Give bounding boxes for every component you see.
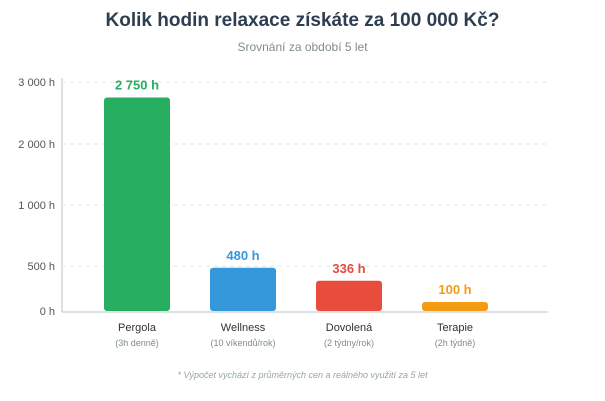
bar-wellness — [210, 267, 276, 311]
bar-value-label: 2 750 h — [115, 78, 159, 93]
x-category-label: Terapie — [437, 322, 473, 334]
x-category-label: Pergola — [118, 322, 157, 334]
x-category-label: Dovolená — [326, 322, 373, 334]
footnote: * Výpočet vychází z průměrných cen a reá… — [177, 370, 428, 380]
bar-pergola — [104, 97, 170, 311]
x-category-label: Wellness — [221, 322, 266, 334]
bar-dovolená — [316, 280, 382, 311]
chart-subtitle: Srovnání za období 5 let — [237, 40, 368, 54]
x-category-sublabel: (3h denně) — [115, 338, 159, 348]
y-tick-label: 1 000 h — [18, 200, 55, 212]
bar-value-label: 336 h — [332, 261, 365, 276]
y-tick-label: 2 000 h — [18, 139, 55, 151]
bar-terapie — [422, 302, 488, 311]
bar-value-label: 480 h — [226, 248, 259, 263]
x-category-sublabel: (10 víkendů/rok) — [210, 338, 275, 348]
y-tick-label: 0 h — [40, 306, 55, 318]
y-tick-label: 3 000 h — [18, 77, 55, 89]
y-tick-label: 500 h — [27, 261, 55, 273]
bar-value-label: 100 h — [438, 282, 471, 297]
chart-title: Kolik hodin relaxace získáte za 100 000 … — [105, 10, 500, 31]
x-category-sublabel: (2 týdny/rok) — [324, 338, 374, 348]
x-category-sublabel: (2h týdně) — [435, 338, 476, 348]
